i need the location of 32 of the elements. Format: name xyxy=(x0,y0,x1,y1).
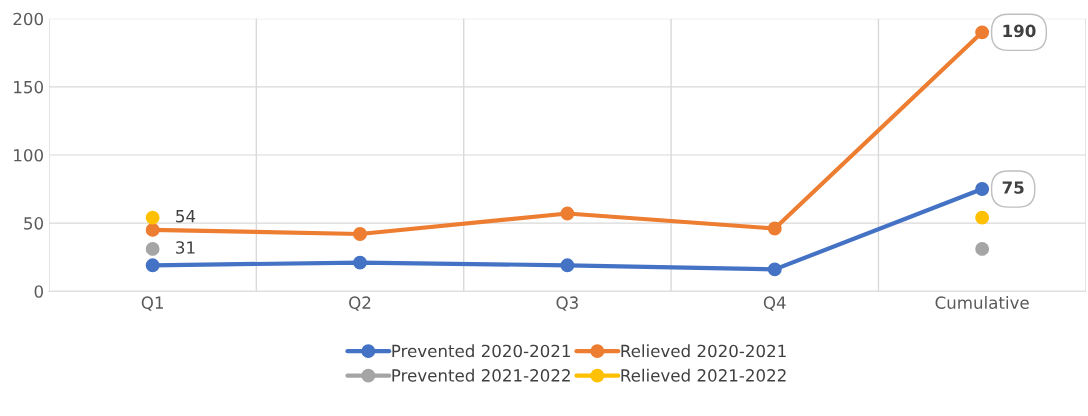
y-tick-label: 50 xyxy=(24,217,43,230)
y-tick-label: 200 xyxy=(13,12,43,26)
point xyxy=(975,25,990,40)
point xyxy=(975,182,990,196)
legend-label: Prevented 2021-2022 xyxy=(392,368,570,382)
point xyxy=(975,210,990,225)
legend-label: Relieved 2020-2021 xyxy=(621,344,786,358)
x-tick-label: Cumulative xyxy=(935,296,1029,309)
y-tick-label: 0 xyxy=(34,285,43,298)
point xyxy=(975,242,990,256)
point xyxy=(353,227,367,241)
data-label: 31 xyxy=(176,241,195,254)
point xyxy=(353,255,367,270)
x-tick-label: Q1 xyxy=(141,296,163,311)
x-tick-label: Q4 xyxy=(763,296,786,311)
y-tick-label: 150 xyxy=(14,80,43,94)
point xyxy=(767,221,782,236)
point xyxy=(145,210,160,225)
data-label: 75 xyxy=(1002,181,1024,194)
point xyxy=(560,258,575,273)
legend-label: Prevented 2020-2021 xyxy=(392,344,570,358)
data-label: 190 xyxy=(1003,24,1036,38)
point xyxy=(145,258,160,273)
x-tick-label: Q2 xyxy=(349,296,371,311)
y-tick-label: 100 xyxy=(14,148,43,162)
legend-label: Relieved 2021-2022 xyxy=(621,368,786,382)
x-tick-label: Q3 xyxy=(556,296,578,311)
point xyxy=(145,242,160,256)
point xyxy=(145,222,160,237)
point xyxy=(560,206,575,221)
data-label: 54 xyxy=(176,210,196,223)
point xyxy=(767,262,782,277)
